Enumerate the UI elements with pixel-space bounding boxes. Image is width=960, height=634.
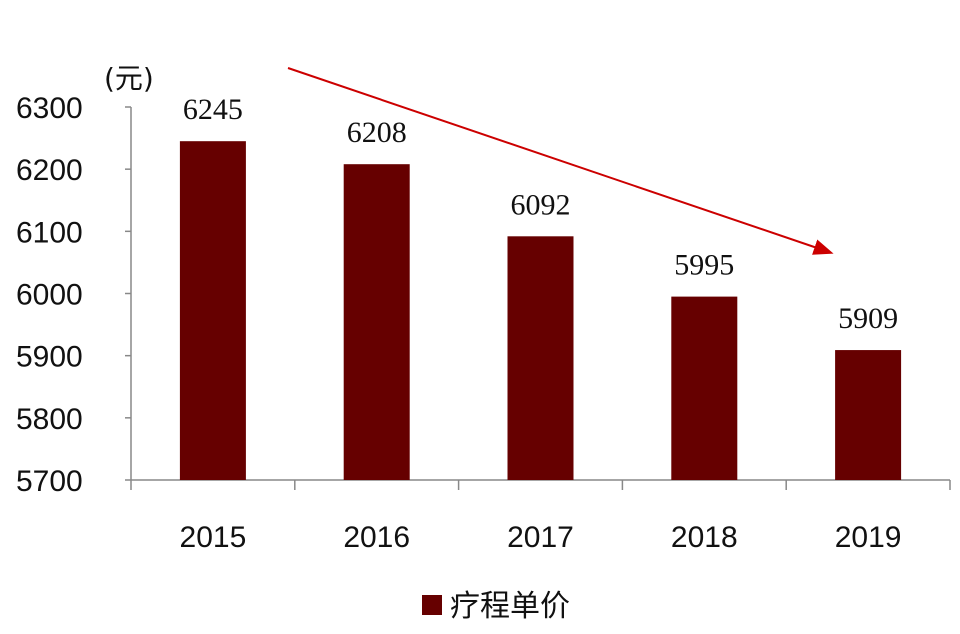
y-axis: 5700 5800 5900 6000 6100 6200 6300 — [16, 92, 132, 498]
bar-series — [179, 141, 902, 481]
legend-label: 疗程单价 — [450, 589, 570, 624]
y-tick-label: 6300 — [16, 92, 83, 125]
y-axis-unit-label: (元) — [104, 62, 154, 95]
trend-arrow — [287, 67, 834, 255]
x-tick-label: 2019 — [835, 521, 902, 554]
x-tick-label: 2017 — [507, 521, 574, 554]
data-label: 6208 — [347, 116, 407, 149]
x-axis: 2015 2016 2017 2018 2019 — [130, 479, 951, 554]
y-tick-label: 5800 — [16, 403, 83, 436]
y-tick-label: 6100 — [16, 216, 83, 249]
y-tick-label: 5700 — [16, 465, 83, 498]
data-labels: 6245 6208 6092 5995 5909 — [183, 93, 898, 335]
x-tick-label: 2016 — [343, 521, 410, 554]
legend: 疗程单价 — [422, 589, 570, 624]
bar — [835, 350, 902, 480]
y-tick-label: 6200 — [16, 154, 83, 187]
bar — [343, 164, 410, 480]
bar — [179, 141, 246, 481]
data-label: 6245 — [183, 93, 243, 126]
data-label: 5909 — [838, 302, 898, 335]
bar — [671, 296, 738, 480]
data-label: 6092 — [511, 188, 571, 221]
bar — [507, 236, 574, 480]
y-tick-label: 5900 — [16, 341, 83, 374]
x-tick-label: 2015 — [180, 521, 247, 554]
x-tick-label: 2018 — [671, 521, 738, 554]
legend-swatch — [422, 595, 442, 615]
data-label: 5995 — [674, 249, 734, 282]
y-tick-label: 6000 — [16, 279, 83, 312]
